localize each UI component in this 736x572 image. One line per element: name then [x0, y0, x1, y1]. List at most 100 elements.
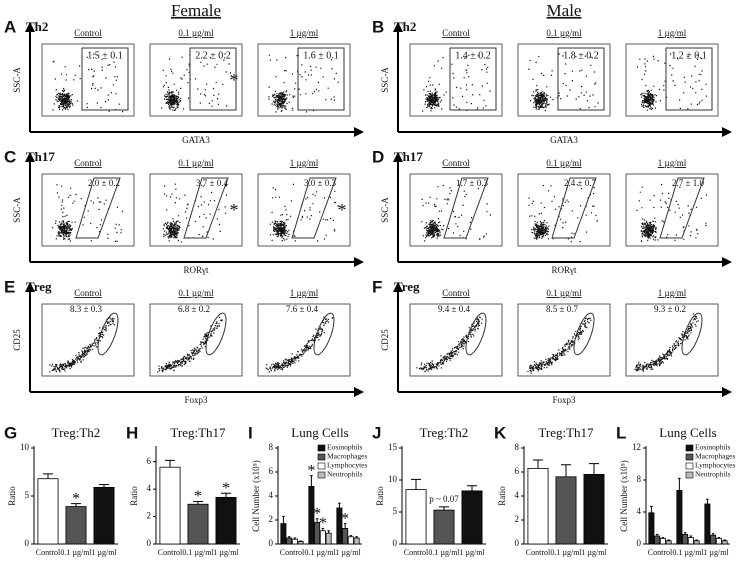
gate [449, 47, 497, 111]
condition-label: Control [442, 28, 470, 38]
bar [648, 512, 655, 545]
significance: * [230, 70, 239, 90]
y-tick-label: 4 [147, 483, 152, 493]
gate-value: 2.4 ± 0.7 [564, 178, 596, 188]
error-bar [695, 539, 698, 541]
gate [551, 177, 597, 239]
x-tick-label: Control [526, 548, 551, 557]
legend-swatch [317, 471, 326, 479]
bar [286, 537, 293, 545]
heading-female: Female [171, 1, 221, 20]
panel-letter: I [248, 423, 253, 442]
gate-value: 8.3 ± 0.3 [70, 304, 102, 314]
error-bar [706, 498, 709, 504]
error-bar [220, 492, 232, 498]
legend-swatch [685, 453, 694, 461]
events [528, 184, 598, 243]
annotation: p ~ 0.07 [429, 494, 459, 504]
events [162, 183, 228, 243]
bar [721, 540, 728, 545]
error-bar [717, 537, 721, 539]
bar [65, 506, 87, 545]
legend-swatch [317, 444, 326, 452]
x-tick-label: 1 µg/ml [335, 548, 361, 557]
bar [325, 532, 332, 545]
gate [291, 177, 337, 239]
y-tick-label: 6 [269, 466, 274, 476]
condition-label: 0.1 µg/ml [178, 158, 214, 168]
bar [342, 528, 349, 545]
condition-label: Control [442, 158, 470, 168]
x-tick-label: Control [36, 548, 61, 557]
legend-label: Neutrophils [695, 470, 730, 479]
y-axis-label: SSC-A [12, 197, 22, 223]
events [416, 316, 483, 373]
x-axis-label: GATA3 [182, 135, 210, 145]
x-tick-label: 0.1 µg/ml [428, 548, 460, 557]
gate-value: 2.2 ± 0.2 [195, 50, 231, 61]
error-bar [315, 518, 319, 523]
chart-title: Lung Cells [659, 425, 716, 440]
y-tick-label: 5 [393, 506, 398, 516]
bar [280, 523, 287, 545]
condition-label: Control [74, 288, 102, 298]
plot-frame [625, 173, 719, 247]
plot-frame [409, 43, 503, 117]
significance: * [230, 200, 239, 220]
gate-value: 1.6 ± 0.1 [303, 50, 339, 61]
x-tick-label: Control [280, 548, 305, 557]
y-axis-label: SSC-A [380, 197, 390, 223]
x-tick-label: Control [158, 548, 183, 557]
y-tick-label: 6 [515, 466, 520, 476]
chart-title: Treg:Th2 [52, 425, 101, 440]
condition-label: 0.1 µg/ml [546, 288, 582, 298]
error-bar [711, 533, 715, 536]
events [268, 54, 339, 113]
error-bar [164, 459, 176, 468]
y-axis-label: SSC-A [12, 67, 22, 93]
y-axis-label: SSC-A [380, 67, 390, 93]
error-bar [310, 475, 313, 487]
error-bar [410, 478, 422, 490]
x-tick-label: Control [404, 548, 429, 557]
gate [557, 47, 605, 111]
y-tick-label: 0 [269, 538, 274, 548]
bar [654, 535, 661, 545]
condition-label: 1 µg/ml [290, 288, 319, 298]
y-tick-label: 0 [393, 538, 398, 548]
gate [443, 177, 489, 239]
events [422, 54, 491, 112]
gate-value: 1.8 ± 0.2 [563, 50, 599, 61]
legend-swatch [317, 453, 326, 461]
gate-value: 1.2 ± 0.1 [671, 50, 707, 61]
panel-letter: A [4, 17, 16, 36]
gate-value: 8.5 ± 0.7 [546, 304, 578, 314]
error-bar [655, 533, 659, 536]
x-tick-label: 1 µg/ml [91, 548, 117, 557]
gate-value: 3.7 ± 0.4 [196, 178, 228, 188]
annotation: * [307, 462, 315, 479]
plot-frame [625, 303, 719, 377]
events [527, 317, 592, 374]
error-bar [438, 506, 450, 511]
panel-letter: K [494, 423, 507, 442]
legend-label: Eosinophils [327, 443, 363, 452]
condition-label: 0.1 µg/ml [546, 158, 582, 168]
x-axis-label: Foxp3 [184, 395, 208, 405]
x-tick-label: 0.1 µg/ml [304, 548, 336, 557]
plot-frame [409, 303, 503, 377]
legend-swatch [317, 462, 326, 470]
condition-label: 1 µg/ml [658, 288, 687, 298]
error-bar [282, 515, 285, 524]
bar [715, 538, 722, 545]
plot-frame [149, 173, 243, 247]
legend-label: Neutrophils [327, 470, 362, 479]
y-tick-label: 0 [25, 538, 30, 548]
x-tick-label: 1 µg/ml [459, 548, 485, 557]
gate-value: 9.4 ± 0.4 [438, 304, 470, 314]
panel-letter: L [616, 423, 626, 442]
y-tick-label: 10 [20, 442, 30, 452]
panel-letter: E [4, 277, 15, 296]
gate [665, 47, 713, 111]
gate [81, 47, 129, 111]
